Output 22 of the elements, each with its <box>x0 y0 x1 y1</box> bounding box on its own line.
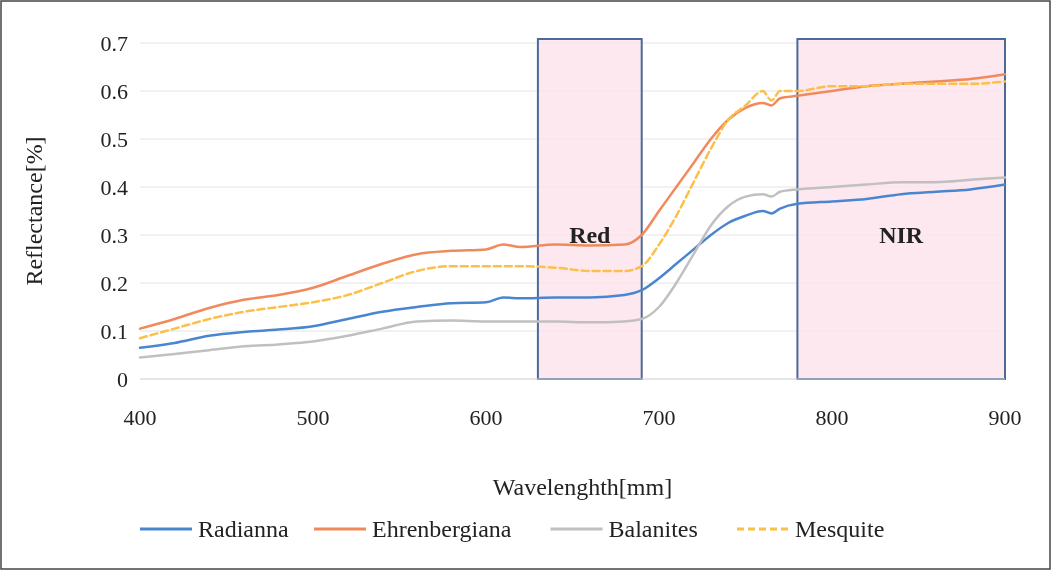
x-tick-label: 900 <box>988 405 1022 430</box>
y-tick-label: 0.1 <box>100 319 128 344</box>
y-tick-label: 0.5 <box>100 127 128 152</box>
y-tick-label: 0.7 <box>100 31 128 56</box>
x-tick-label: 500 <box>296 405 330 430</box>
y-tick-label: 0 <box>117 367 128 392</box>
legend-label: Radianna <box>198 516 289 542</box>
x-tick-label: 400 <box>123 405 157 430</box>
band-label: Red <box>569 222 612 248</box>
x-tick-label: 800 <box>815 405 849 430</box>
y-tick-label: 0.3 <box>100 223 128 248</box>
legend-label: Mesquite <box>795 516 885 542</box>
x-axis-title: Wavelenghth[mm] <box>492 474 673 500</box>
y-tick-label: 0.2 <box>100 271 128 296</box>
y-tick-label: 0.4 <box>100 175 128 200</box>
legend-label: Ehrenbergiana <box>372 516 512 542</box>
y-tick-label: 0.6 <box>100 79 128 104</box>
x-tick-label: 600 <box>469 405 503 430</box>
legend-label: Balanites <box>608 516 698 542</box>
y-axis-title: Reflectance[%] <box>21 136 47 286</box>
x-tick-label: 700 <box>642 405 676 430</box>
band-label: NIR <box>879 222 924 248</box>
